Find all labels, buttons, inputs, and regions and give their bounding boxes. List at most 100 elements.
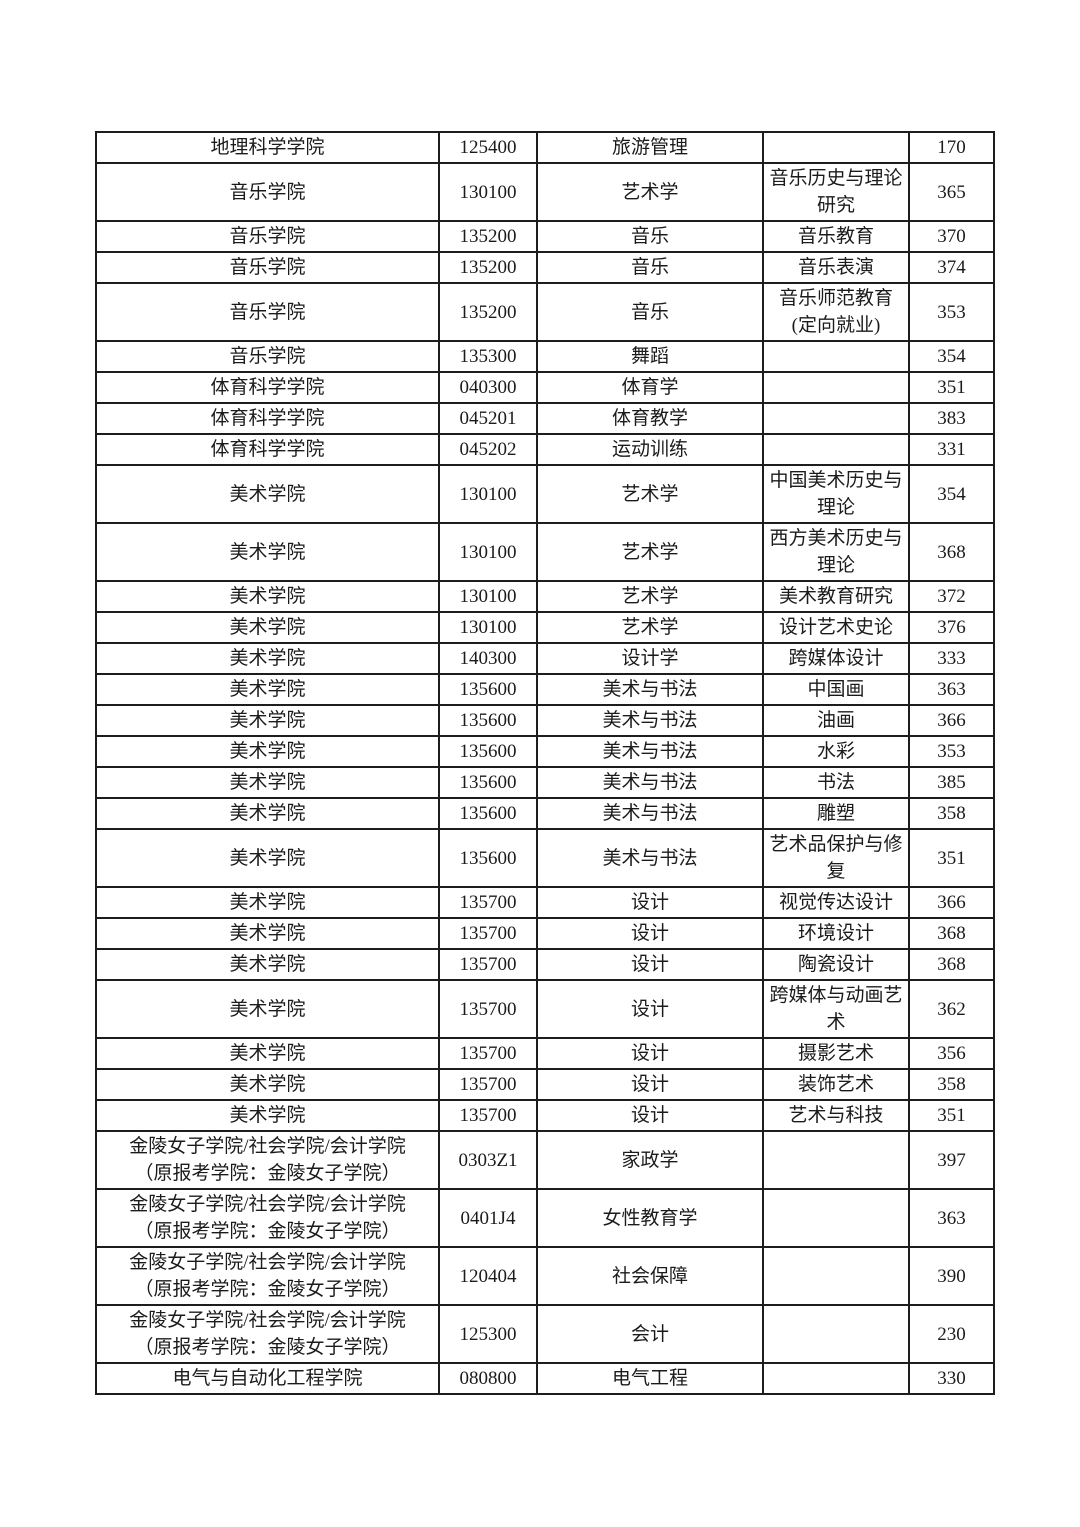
college-cell: 美术学院 (95, 828, 440, 888)
major-cell: 美术与书法 (536, 673, 764, 706)
college-cell: 美术学院 (95, 917, 440, 950)
major-cell: 美术与书法 (536, 828, 764, 888)
code-cell: 040300 (438, 371, 538, 404)
score-cell: 397 (908, 1130, 995, 1190)
college-cell: 美术学院 (95, 1068, 440, 1101)
college-cell: 金陵女子学院/社会学院/会计学院 （原报考学院：金陵女子学院） (95, 1188, 440, 1248)
major-cell: 艺术学 (536, 611, 764, 644)
table-row: 美术学院 135600 美术与书法 艺术品保护与修 复 351 (95, 828, 995, 888)
college-cell: 音乐学院 (95, 340, 440, 373)
code-cell: 135600 (438, 673, 538, 706)
table-row: 美术学院 140300 设计学 跨媒体设计 333 (95, 642, 995, 675)
code-cell: 140300 (438, 642, 538, 675)
college-cell: 音乐学院 (95, 282, 440, 342)
major-cell: 美术与书法 (536, 735, 764, 768)
college-cell: 美术学院 (95, 797, 440, 830)
table-row: 音乐学院 135200 音乐 音乐表演 374 (95, 251, 995, 284)
college-cell: 地理科学学院 (95, 131, 440, 164)
major-cell: 旅游管理 (536, 131, 764, 164)
major-cell: 设计 (536, 979, 764, 1039)
major-cell: 电气工程 (536, 1362, 764, 1395)
table-row: 音乐学院 135200 音乐 音乐教育 370 (95, 220, 995, 253)
direction-cell: 陶瓷设计 (762, 948, 910, 981)
college-cell: 金陵女子学院/社会学院/会计学院 （原报考学院：金陵女子学院） (95, 1130, 440, 1190)
college-cell: 美术学院 (95, 886, 440, 919)
direction-cell: 中国美术历史与 理论 (762, 464, 910, 524)
college-cell: 美术学院 (95, 522, 440, 582)
code-cell: 135200 (438, 251, 538, 284)
table-row: 音乐学院 135200 音乐 音乐师范教育 (定向就业) 353 (95, 282, 995, 342)
scores-table-container: 地理科学学院 125400 旅游管理 170 音乐学院 130100 艺术学 音乐历史与理论 … (95, 131, 995, 1395)
college-cell: 音乐学院 (95, 251, 440, 284)
score-cell: 363 (908, 673, 995, 706)
code-cell: 135600 (438, 735, 538, 768)
code-cell: 125400 (438, 131, 538, 164)
table-row: 美术学院 135700 设计 艺术与科技 351 (95, 1099, 995, 1132)
direction-cell (762, 340, 910, 373)
code-cell: 135700 (438, 979, 538, 1039)
major-cell: 体育教学 (536, 402, 764, 435)
direction-cell: 中国画 (762, 673, 910, 706)
direction-cell: 西方美术历史与 理论 (762, 522, 910, 582)
college-cell: 美术学院 (95, 1037, 440, 1070)
code-cell: 135700 (438, 1068, 538, 1101)
code-cell: 135600 (438, 828, 538, 888)
table-row: 电气与自动化工程学院 080800 电气工程 330 (95, 1362, 995, 1395)
code-cell: 135700 (438, 917, 538, 950)
direction-cell: 音乐表演 (762, 251, 910, 284)
score-cell: 390 (908, 1246, 995, 1306)
college-cell: 美术学院 (95, 642, 440, 675)
code-cell: 045201 (438, 402, 538, 435)
college-cell: 电气与自动化工程学院 (95, 1362, 440, 1395)
code-cell: 120404 (438, 1246, 538, 1306)
direction-cell (762, 131, 910, 164)
score-cell: 351 (908, 1099, 995, 1132)
college-cell: 音乐学院 (95, 162, 440, 222)
major-cell: 设计 (536, 1037, 764, 1070)
score-cell: 358 (908, 797, 995, 830)
table-row: 金陵女子学院/社会学院/会计学院 （原报考学院：金陵女子学院） 0303Z1 家政学… (95, 1130, 995, 1190)
score-cell: 353 (908, 735, 995, 768)
direction-cell (762, 1246, 910, 1306)
code-cell: 130100 (438, 464, 538, 524)
major-cell: 家政学 (536, 1130, 764, 1190)
direction-cell: 雕塑 (762, 797, 910, 830)
major-cell: 女性教育学 (536, 1188, 764, 1248)
score-cell: 368 (908, 522, 995, 582)
major-cell: 运动训练 (536, 433, 764, 466)
major-cell: 美术与书法 (536, 797, 764, 830)
score-cell: 370 (908, 220, 995, 253)
major-cell: 设计 (536, 1099, 764, 1132)
score-cell: 351 (908, 371, 995, 404)
score-cell: 358 (908, 1068, 995, 1101)
score-cell: 372 (908, 580, 995, 613)
table-row: 音乐学院 130100 艺术学 音乐历史与理论 研究 365 (95, 162, 995, 222)
score-cell: 365 (908, 162, 995, 222)
score-cell: 230 (908, 1304, 995, 1364)
table-row: 美术学院 130100 艺术学 美术教育研究 372 (95, 580, 995, 613)
major-cell: 美术与书法 (536, 704, 764, 737)
score-cell: 354 (908, 340, 995, 373)
college-cell: 金陵女子学院/社会学院/会计学院 （原报考学院：金陵女子学院） (95, 1304, 440, 1364)
table-row: 金陵女子学院/社会学院/会计学院 （原报考学院：金陵女子学院） 0401J4 女性教… (95, 1188, 995, 1248)
college-cell: 美术学院 (95, 948, 440, 981)
college-cell: 美术学院 (95, 766, 440, 799)
major-cell: 美术与书法 (536, 766, 764, 799)
college-cell: 体育科学学院 (95, 433, 440, 466)
college-cell: 美术学院 (95, 464, 440, 524)
direction-cell (762, 433, 910, 466)
score-cell: 366 (908, 704, 995, 737)
major-cell: 舞蹈 (536, 340, 764, 373)
table-row: 美术学院 135600 美术与书法 油画 366 (95, 704, 995, 737)
college-cell: 美术学院 (95, 1099, 440, 1132)
table-row: 美术学院 135700 设计 摄影艺术 356 (95, 1037, 995, 1070)
table-row: 地理科学学院 125400 旅游管理 170 (95, 131, 995, 164)
code-cell: 130100 (438, 162, 538, 222)
admission-scores-table: 地理科学学院 125400 旅游管理 170 音乐学院 130100 艺术学 音乐历史与理论 … (95, 131, 995, 1395)
direction-cell (762, 1130, 910, 1190)
major-cell: 会计 (536, 1304, 764, 1364)
score-cell: 374 (908, 251, 995, 284)
direction-cell: 艺术品保护与修 复 (762, 828, 910, 888)
table-row: 金陵女子学院/社会学院/会计学院 （原报考学院：金陵女子学院） 125300 会计 2… (95, 1304, 995, 1364)
table-row: 音乐学院 135300 舞蹈 354 (95, 340, 995, 373)
